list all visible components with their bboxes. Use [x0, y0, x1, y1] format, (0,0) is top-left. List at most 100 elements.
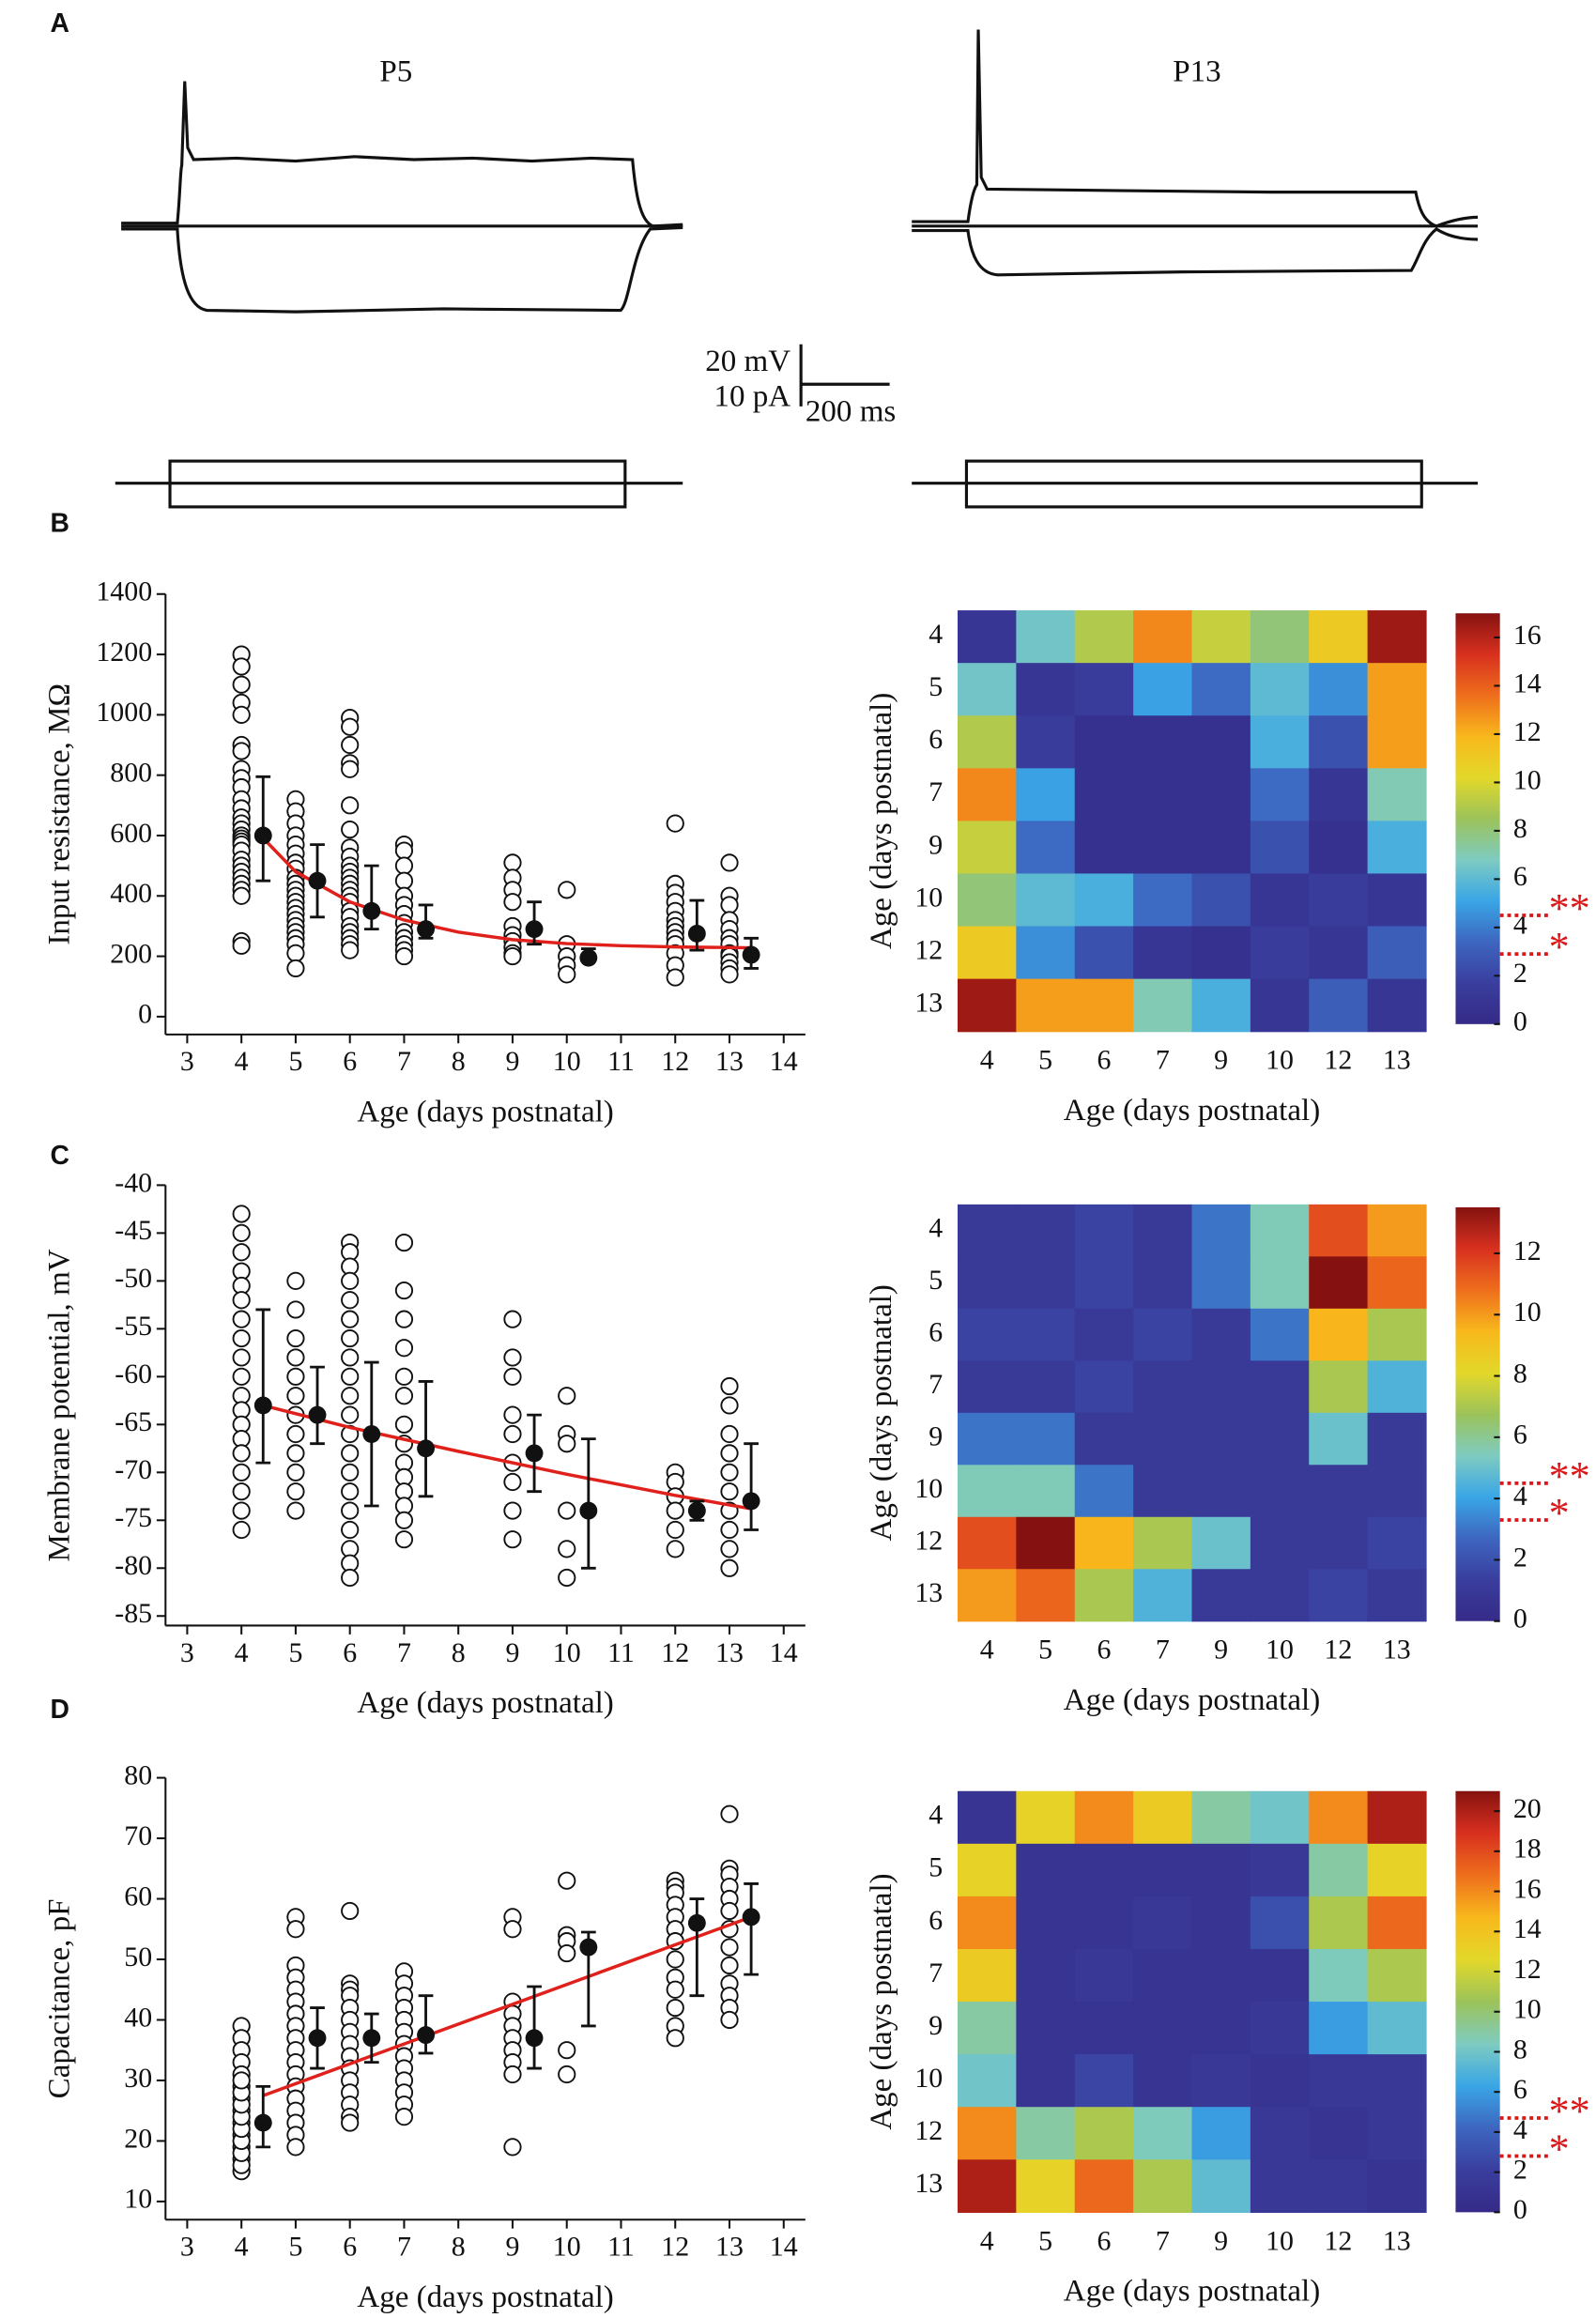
heatmap-cell	[1074, 1412, 1134, 1466]
heatmap-cell	[1367, 821, 1427, 875]
data-point	[232, 936, 251, 955]
data-point	[720, 1444, 739, 1463]
heatmap-cell	[1250, 1308, 1310, 1361]
heatmap-cell	[957, 715, 1017, 769]
column-label: 12	[1324, 1635, 1352, 1666]
x-tick-label: 14	[770, 1046, 798, 1077]
data-point	[720, 1558, 739, 1577]
x-tick-label: 13	[715, 1637, 744, 1668]
heatmap-cell	[1016, 821, 1076, 875]
column-label: 12	[1324, 1045, 1352, 1076]
data-point	[720, 1463, 739, 1481]
data-point	[558, 1387, 576, 1405]
y-axis-label: Input resistance, MΩ	[43, 683, 77, 945]
mean-point	[742, 1492, 760, 1511]
y-tick-label: -40	[115, 1167, 152, 1198]
heatmap-cell	[1016, 610, 1076, 664]
data-point	[666, 1520, 684, 1540]
x-tick-label: 4	[235, 1046, 249, 1077]
y-tick-label: 0	[138, 999, 152, 1030]
data-point	[720, 1482, 739, 1501]
heatmap-cell	[1016, 715, 1076, 769]
heatmap-cell	[1133, 1465, 1193, 1518]
heatmap-cell	[957, 768, 1017, 822]
heatmap-cell	[1074, 821, 1134, 875]
row-label: 7	[928, 1369, 943, 1400]
heatmap-cell	[1367, 1896, 1427, 1950]
mean-point	[742, 945, 760, 964]
heatmap-cell	[957, 1412, 1017, 1466]
error-bar	[418, 1380, 434, 1498]
colorbar	[1455, 613, 1500, 1024]
scale-label: 20 mV	[705, 345, 790, 378]
data-point	[503, 1424, 522, 1444]
data-point	[394, 871, 414, 890]
fit-line	[262, 1915, 752, 2097]
heatmap-cell	[1191, 2054, 1251, 2108]
heatmap-cell	[1133, 1843, 1193, 1897]
data-point	[341, 796, 360, 815]
mean-point	[362, 2029, 381, 2048]
heatmap-cell	[1191, 1412, 1251, 1466]
y-tick-label: 50	[124, 1942, 152, 1973]
data-point	[286, 1387, 305, 1405]
heatmap-cell	[957, 2054, 1017, 2108]
mean-point	[417, 1439, 435, 1458]
x-tick-label: 5	[288, 1046, 302, 1077]
heatmap-cell	[1309, 926, 1369, 980]
heatmap-cell	[1074, 1790, 1134, 1845]
heatmap-cell	[1191, 663, 1251, 716]
voltage-trace	[121, 225, 683, 314]
data-point	[558, 881, 576, 899]
x-tick-label: 7	[397, 2232, 411, 2263]
row-label: 10	[914, 882, 943, 913]
heatmap-cell	[1074, 1256, 1134, 1310]
x-tick-label: 14	[770, 1637, 798, 1668]
colorbar-tick-label: 4	[1513, 2114, 1527, 2145]
heatmap-cell	[1133, 2159, 1193, 2213]
data-point	[720, 1376, 739, 1396]
heatmap-cell	[1250, 1896, 1310, 1950]
data-point	[666, 814, 684, 833]
heatmap-cell	[1074, 768, 1134, 822]
data-point	[720, 1520, 739, 1540]
mean-point	[687, 925, 706, 943]
data-point	[394, 946, 414, 966]
error-bar	[527, 1985, 542, 2070]
colorbar-tick-label: 4	[1513, 910, 1527, 941]
data-point	[232, 705, 251, 724]
data-point	[286, 1328, 305, 1348]
heatmap-cell	[1191, 2107, 1251, 2160]
heatmap-cell	[1250, 1790, 1310, 1845]
data-point	[341, 1367, 360, 1386]
heatmap-cell	[1074, 1465, 1134, 1518]
x-axis-label: Age (days postnatal)	[1064, 1683, 1320, 1717]
heatmap-cell	[1250, 663, 1310, 716]
heatmap-cell	[1250, 768, 1310, 822]
data-point	[394, 1511, 414, 1529]
x-tick-label: 4	[235, 2232, 249, 2263]
row-label: 5	[928, 1852, 943, 1883]
heatmap-cell	[957, 873, 1017, 928]
row-label: 7	[928, 776, 943, 807]
heatmap-cell	[1367, 2002, 1427, 2055]
heatmap-cell	[1250, 978, 1310, 1033]
fit-line	[262, 1404, 752, 1511]
data-point	[286, 1424, 305, 1444]
data-point	[720, 1956, 739, 1975]
heatmap-cell	[1250, 2002, 1310, 2055]
mean-point	[308, 1405, 327, 1424]
x-tick-label: 8	[452, 1046, 466, 1077]
heatmap-cell	[1016, 926, 1076, 980]
heatmap-cell	[1367, 978, 1427, 1033]
data-point	[558, 1568, 576, 1588]
column-label: 7	[1156, 1635, 1170, 1666]
heatmap-cell	[1133, 610, 1193, 664]
x-tick-label: 9	[505, 1637, 519, 1668]
y-tick-label: 40	[124, 2002, 152, 2033]
data-point	[666, 968, 684, 987]
threshold-label: *	[1549, 1490, 1570, 1536]
heatmap-cell	[1133, 978, 1193, 1033]
data-point	[394, 1415, 414, 1434]
